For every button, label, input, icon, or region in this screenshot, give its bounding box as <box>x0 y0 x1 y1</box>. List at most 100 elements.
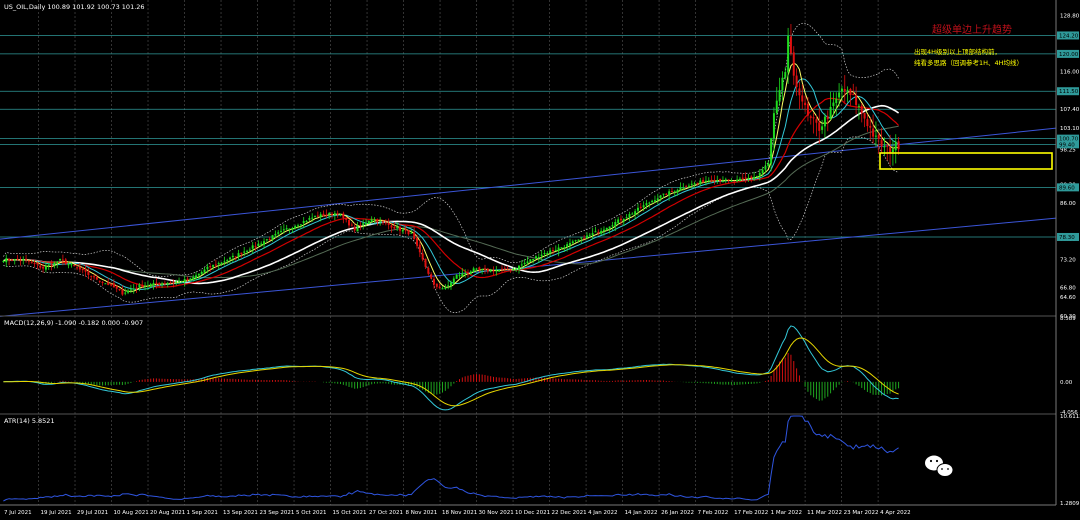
candle-body <box>209 266 212 268</box>
candle-body <box>384 222 387 224</box>
candle-body <box>67 264 70 266</box>
candle-body <box>537 257 540 259</box>
candle-body <box>574 240 577 242</box>
candle-body <box>529 259 532 262</box>
candle-body <box>152 283 155 286</box>
candle-body <box>53 262 56 265</box>
candle-body <box>251 245 254 249</box>
candle-body <box>571 241 574 244</box>
candle-body <box>56 261 59 264</box>
candle-body <box>730 180 733 182</box>
candle-body <box>889 147 892 153</box>
candle-body <box>588 234 591 236</box>
atr-line <box>3 415 899 502</box>
candle-body <box>775 100 778 114</box>
price-level-marker <box>1057 183 1079 192</box>
price-level-label: 89.60 <box>1059 185 1075 191</box>
candle-body <box>195 275 198 279</box>
price-level-label: 99.40 <box>1059 142 1075 148</box>
candle-body <box>246 250 249 252</box>
date-tick-label: 7 Feb 2022 <box>698 510 729 516</box>
candle-body <box>39 265 42 268</box>
price-tick-label: 73.20 <box>1060 257 1076 263</box>
candle-body <box>16 258 19 260</box>
date-tick-label: 18 Nov 2021 <box>442 510 477 516</box>
candle-body <box>112 283 115 288</box>
candle-body <box>311 217 314 219</box>
support-zone-box[interactable] <box>879 152 1053 170</box>
candle-body <box>512 269 515 271</box>
candle-body <box>523 262 526 265</box>
candle-body <box>804 102 807 106</box>
candle-body <box>866 119 869 127</box>
date-tick-label: 23 Sep 2021 <box>260 510 295 516</box>
candle-body <box>838 92 841 98</box>
candle-body <box>263 241 266 245</box>
candle-body <box>379 220 382 222</box>
candle-body <box>702 179 705 183</box>
candle-body <box>172 282 175 284</box>
candle-body <box>336 213 339 215</box>
candle-body <box>393 226 396 229</box>
candle-body <box>76 267 79 269</box>
candle-body <box>229 257 232 260</box>
candle-body <box>206 266 209 270</box>
candle-body <box>517 265 520 270</box>
candle-body <box>815 119 818 123</box>
candle-body <box>280 230 283 232</box>
candlesticks <box>2 24 900 296</box>
candle-body <box>642 205 645 208</box>
candle-body <box>665 193 668 195</box>
candle-body <box>560 247 563 249</box>
price-level-marker <box>1057 49 1079 58</box>
candle-body <box>367 220 370 224</box>
date-tick-label: 29 Jul 2021 <box>77 510 108 516</box>
candle-body <box>240 252 243 254</box>
candle-body <box>761 169 764 174</box>
candle-body <box>690 183 693 185</box>
candle-body <box>662 193 665 195</box>
candle-body <box>30 262 33 264</box>
price-level-label: 100.70 <box>1059 137 1079 143</box>
candle-body <box>73 264 76 267</box>
candle-body <box>186 278 189 281</box>
moving-average-line <box>3 104 900 285</box>
candle-body <box>835 98 838 104</box>
candle-body <box>13 259 16 261</box>
candle-body <box>410 232 413 234</box>
candle-body <box>135 287 138 289</box>
candle-body <box>214 264 217 266</box>
candle-body <box>651 200 654 203</box>
candle-body <box>891 149 894 153</box>
candle-body <box>600 230 603 234</box>
candle-body <box>679 187 682 191</box>
candle-body <box>458 275 461 277</box>
candle-body <box>197 273 200 276</box>
candle-body <box>554 249 557 252</box>
note-line-2: 纯看多思路（回调参考1H、4H均线） <box>914 58 1023 67</box>
date-tick-label: 7 Jul 2021 <box>4 510 32 516</box>
candle-body <box>670 191 673 193</box>
candle-body <box>178 280 181 282</box>
candle-body <box>656 198 659 201</box>
symbol-header: US_OIL,Daily 100.89 101.92 100.73 101.26 <box>4 3 145 11</box>
candle-body <box>155 282 158 285</box>
candle-body <box>755 175 758 177</box>
candle-body <box>44 266 47 270</box>
trend-channel <box>0 127 1057 317</box>
candle-body <box>869 125 872 128</box>
candle-body <box>772 113 775 139</box>
candle-body <box>149 284 152 287</box>
candle-body <box>736 179 739 182</box>
candle-body <box>260 243 263 245</box>
candle-body <box>27 260 30 262</box>
candle-body <box>874 135 877 137</box>
candle-body <box>583 238 586 240</box>
candle-body <box>418 244 421 253</box>
candle-body <box>382 221 385 223</box>
candle-body <box>469 271 472 274</box>
candle-body <box>169 282 172 284</box>
candle-body <box>758 172 761 176</box>
candle-body <box>704 180 707 182</box>
